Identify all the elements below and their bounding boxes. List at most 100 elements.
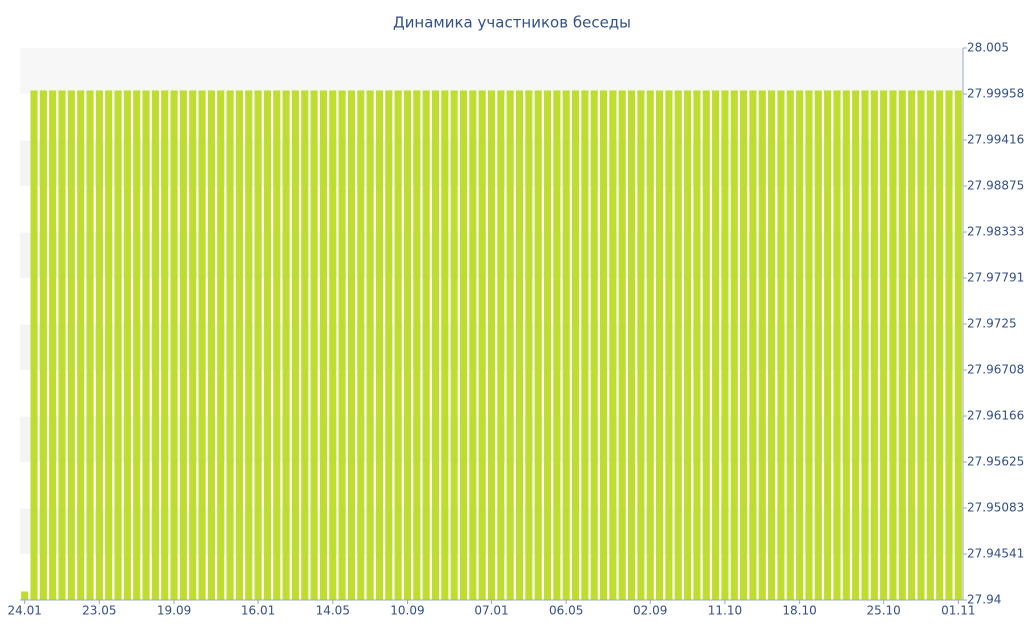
bar [49,90,57,600]
bar [646,90,654,600]
bar [926,90,934,600]
bar [553,90,561,600]
bar [142,90,150,600]
bar [824,90,832,600]
bar [814,90,822,600]
bar [58,90,66,600]
y-tick-label: 27.98875 [967,179,1024,193]
y-tick-label: 27.94541 [967,546,1024,560]
bar [656,90,664,600]
bar [207,90,215,600]
bar [329,90,337,600]
bar [151,90,159,600]
x-tick-label: 19.09 [157,604,191,618]
bar [936,90,944,600]
x-tick-label: 11.10 [708,604,742,618]
bar [805,90,813,600]
bar [282,90,290,600]
bar [534,90,542,600]
bar [870,90,878,600]
x-tick-label: 06.05 [549,604,583,618]
y-tick-label: 27.96166 [967,408,1024,422]
bar [291,90,299,600]
x-tick-label: 23.05 [82,604,116,618]
x-tick-label: 24.01 [7,604,41,618]
bar [30,90,38,600]
x-tick-label: 01.11 [941,604,975,618]
bar [198,90,206,600]
bar [413,90,421,600]
bar [179,90,187,600]
bar [543,90,552,600]
bar [310,90,318,600]
bar [123,90,131,600]
bar [170,90,178,600]
bar [571,90,580,600]
bar [487,90,496,600]
bar [478,90,486,600]
bar [945,90,953,600]
bar [665,90,673,600]
bar [497,90,505,600]
bar [674,90,682,600]
y-tick-label: 27.99958 [967,87,1024,101]
bar [67,90,75,600]
bar [394,90,402,600]
bar [245,90,253,600]
bar [908,90,916,600]
bar [263,90,271,600]
y-tick-label: 27.97791 [967,270,1024,284]
x-tick-label: 14.05 [316,604,350,618]
y-tick-label: 27.96708 [967,363,1024,377]
bar [562,90,570,600]
y-tick-label: 27.95625 [967,455,1024,469]
bar [842,90,850,600]
bar [77,90,85,600]
bar [39,90,47,600]
y-tick-label: 28.005 [967,41,1009,55]
bar [880,90,888,600]
x-tick-label: 18.10 [782,604,816,618]
y-tick-label: 27.99416 [967,132,1024,146]
bar [777,90,785,600]
bar [506,90,514,600]
bar [301,90,309,600]
y-tick-label: 27.94 [967,593,1001,607]
bar [702,90,710,600]
bar [235,90,243,600]
bar [768,90,776,600]
bar [693,90,701,600]
bar [422,90,430,600]
bar [273,90,281,600]
bar [86,90,94,600]
bar [95,90,103,600]
bar [357,90,365,600]
bar [917,90,925,600]
bar [133,90,141,600]
bar [441,90,449,600]
bar [217,90,225,600]
bar [712,90,720,600]
bar [796,90,804,600]
bar [609,90,617,600]
x-tick-label: 10.09 [390,604,424,618]
x-tick-label: 07.01 [474,604,508,618]
bar [740,90,748,600]
bar [889,90,897,600]
bar [861,90,869,600]
chart-title: Динамика участников беседы [393,14,631,32]
bar [338,90,346,600]
plot-top-band [20,48,963,95]
bar [852,90,860,600]
bar [954,90,962,600]
y-tick-label: 27.9725 [967,317,1017,331]
bar [105,90,113,600]
bar [469,90,477,600]
bar [403,90,412,600]
y-tick-label: 27.95083 [967,501,1024,515]
x-tick-label: 25.10 [866,604,900,618]
bar [319,90,327,600]
bar [637,90,645,600]
bar [431,90,440,600]
